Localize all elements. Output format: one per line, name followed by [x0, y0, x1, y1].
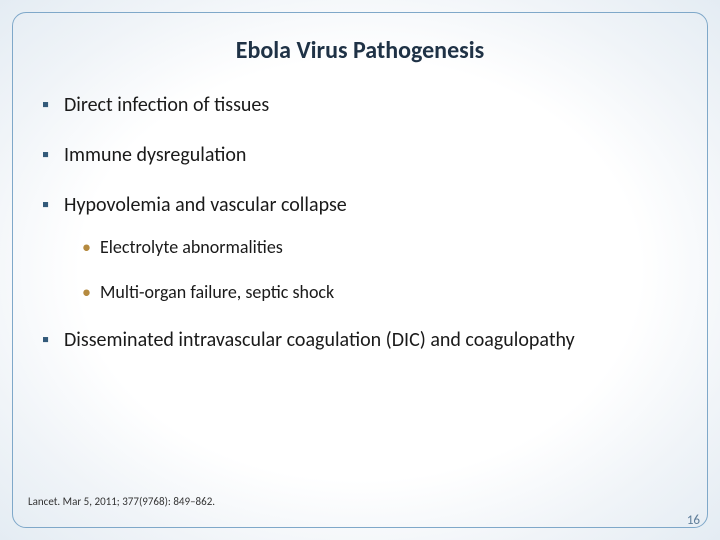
sub-bullet-item-3b: • Multi-organ failure, septic shock	[82, 281, 678, 304]
dot-bullet-icon: •	[82, 236, 100, 259]
square-bullet-icon: ▪	[42, 92, 64, 118]
sub-bullet-text: Electrolyte abnormalities	[100, 236, 283, 259]
sub-bullet-text: Multi-organ failure, septic shock	[100, 281, 334, 304]
dot-bullet-icon: •	[82, 281, 100, 304]
square-bullet-icon: ▪	[42, 327, 64, 353]
slide-title: Ebola Virus Pathogenesis	[0, 36, 720, 65]
bullet-text: Direct infection of tissues	[64, 92, 678, 118]
square-bullet-icon: ▪	[42, 142, 64, 168]
bullet-text: Immune dysregulation	[64, 142, 678, 168]
bullet-item-3: ▪ Hypovolemia and vascular collapse	[42, 192, 678, 218]
slide-content: ▪ Direct infection of tissues ▪ Immune d…	[42, 92, 678, 377]
bullet-item-1: ▪ Direct infection of tissues	[42, 92, 678, 118]
citation-text: Lancet. Mar 5, 2011; 377(9768): 849–862.	[28, 495, 215, 508]
page-number: 16	[687, 513, 700, 528]
slide: Ebola Virus Pathogenesis ▪ Direct infect…	[0, 0, 720, 540]
bullet-text: Disseminated intravascular coagulation (…	[64, 327, 678, 353]
bullet-item-2: ▪ Immune dysregulation	[42, 142, 678, 168]
square-bullet-icon: ▪	[42, 192, 64, 218]
sub-bullet-item-3a: • Electrolyte abnormalities	[82, 236, 678, 259]
bullet-item-4: ▪ Disseminated intravascular coagulation…	[42, 327, 678, 353]
bullet-text: Hypovolemia and vascular collapse	[64, 192, 678, 218]
